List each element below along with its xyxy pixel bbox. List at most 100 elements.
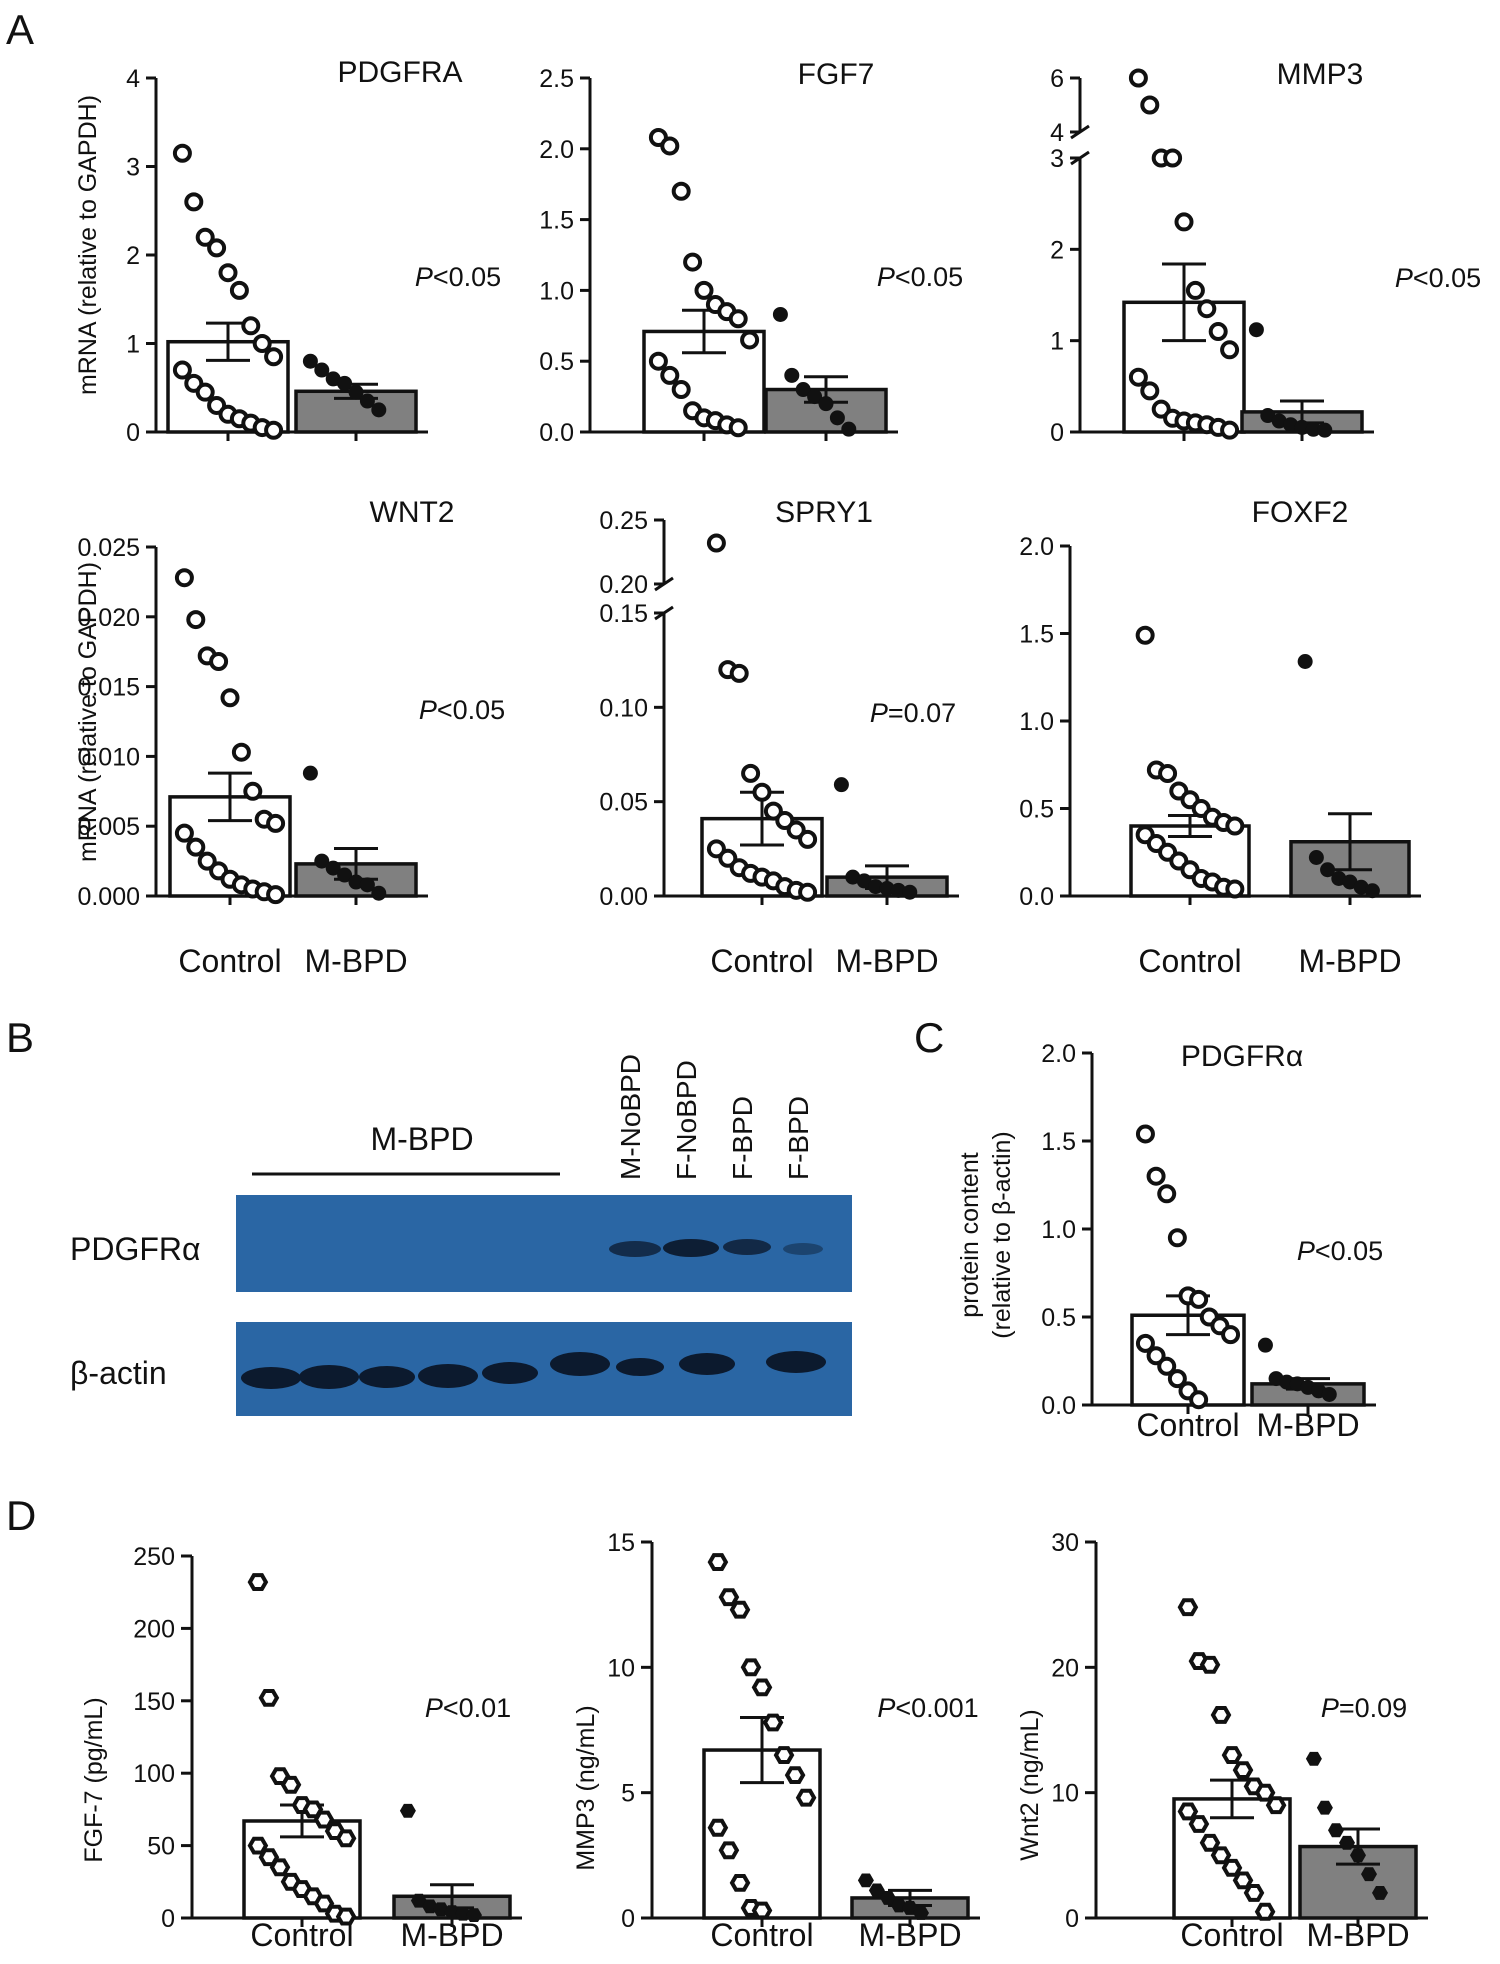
y-tick-label: 20 [1051,1654,1079,1682]
category-label-m-bpd: M-BPD [304,943,407,979]
point-m-bpd [1305,1751,1322,1766]
point-m-bpd [337,375,353,391]
category-label-control: Control [178,943,281,979]
p-symbol: P [425,1693,443,1723]
point-m-bpd [890,882,906,898]
point-control [648,351,668,371]
point-control [718,1841,740,1860]
y-tick-label: 1.5 [1041,1128,1076,1156]
p-value-text: <0.05 [1315,1236,1383,1266]
point-m-bpd [1372,1886,1388,1900]
p-value-text: <0.001 [895,1693,978,1723]
band-actin-lane9 [766,1351,826,1373]
point-control [1225,879,1245,899]
point-m-bpd [1339,1835,1355,1850]
category-label-m-bpd: M-BPD [400,1917,503,1953]
p-value-text: <0.05 [433,262,501,292]
point-control [266,885,286,905]
point-control [1188,1815,1210,1833]
p-value-label: P<0.001 [877,1693,978,1723]
y-tick-label: 1.5 [539,207,574,235]
point-control [335,1829,357,1848]
point-control [706,839,726,859]
point-m-bpd [841,421,857,437]
p-symbol: P [870,698,888,728]
point-control [718,848,738,868]
y-tick-label: 0.5 [1019,796,1054,824]
category-label-control: Control [1180,1917,1283,1953]
y-tick-label: 10 [607,1654,635,1682]
point-control [694,280,714,300]
point-control [1185,280,1205,300]
band-pdgfra-lane6 [609,1241,661,1257]
ylabel-protein-line1: protein content [956,1152,984,1317]
band-actin-lane2 [299,1365,359,1389]
point-control [729,663,749,683]
chart-fgf7-protein: 0 50 100 150 200 250 P<0.01 Control M-BPD [133,1543,522,1953]
y-tick-label: 1 [1050,328,1064,356]
point-control [280,1775,302,1794]
y-tick-label: 0 [1065,1905,1079,1933]
band-pdgfra-lane9 [783,1243,823,1255]
p-value-text: <0.05 [895,262,963,292]
point-control [195,382,215,402]
point-control [197,851,217,871]
chart-title: MMP3 [1277,58,1364,91]
category-label-m-bpd: M-BPD [1298,943,1401,979]
point-m-bpd [807,389,823,405]
point-control [241,316,261,336]
point-m-bpd [348,874,364,890]
point-control [269,1858,291,1877]
y-tick-label: 1.0 [1041,1216,1076,1244]
p-symbol: P [419,695,437,725]
point-m-bpd [325,371,341,387]
point-m-bpd [829,410,845,426]
point-control [243,781,263,801]
point-m-bpd [1260,408,1276,424]
ylabel-mrna-row2: mRNA (relative to GAPDH) [74,562,102,862]
point-control [1174,212,1194,232]
category-label-control: Control [710,943,813,979]
point-control [1128,367,1148,387]
point-m-bpd [1248,322,1264,338]
point-control [728,309,748,329]
point-control [1265,1796,1287,1815]
point-control [264,420,284,440]
point-m-bpd [314,362,330,378]
point-m-bpd [1328,1823,1344,1838]
y-tick-label: 0.10 [599,694,648,722]
point-m-bpd [868,879,884,895]
point-control [729,1600,751,1619]
point-control [186,837,206,857]
panel-letter-c: C [914,1014,944,1061]
y-tick-label: 150 [133,1688,175,1716]
point-m-bpd [410,1893,427,1908]
chart-spry1: 0.00 0.05 0.10 0.150.20 0.25 SPRY1 P=0.07 Contr… [599,496,959,979]
point-m-bpd [868,1883,885,1898]
point-control [1220,420,1240,440]
point-control [1135,625,1155,645]
chart-title: FGF7 [798,58,875,91]
point-control [671,181,691,201]
p-value-label: P=0.09 [1321,1693,1407,1723]
point-m-bpd [371,402,387,418]
y-tick-label: 1.0 [1019,708,1054,736]
point-m-bpd [302,765,318,781]
panel-letter-d: D [6,1492,36,1539]
y-tick-label: 1.0 [539,277,574,305]
point-control [1232,1761,1254,1779]
point-control [1167,1228,1187,1248]
point-m-bpd [325,860,341,876]
ylabel-protein-line2: (relative to β-actin) [988,1131,1016,1339]
y-tick-label: 2.0 [1041,1040,1076,1068]
point-control [728,418,748,438]
point-control [762,1713,784,1732]
ylabel-mrna-row1: mRNA (relative to GAPDH) [74,95,102,395]
point-control [229,280,249,300]
ylabel-mmp3: MMP3 (ng/mL) [572,1705,600,1870]
y-tick-label: 4 [1050,119,1064,147]
point-control [186,610,206,630]
p-symbol: P [1395,263,1413,293]
point-m-bpd [314,853,330,869]
y-tick-label: 0 [621,1905,635,1933]
